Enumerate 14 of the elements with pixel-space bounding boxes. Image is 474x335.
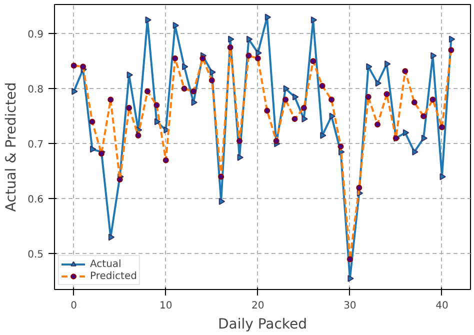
x-axis-title: Daily Packed [218,316,308,332]
legend-label: Predicted [90,270,137,282]
y-tick-label: 0.5 [28,250,44,261]
x-tick-label: 40 [436,300,448,312]
x-tick-label: 20 [252,300,264,312]
y-tick-label: 0.9 [28,30,44,41]
y-tick-label: 0.7 [28,140,44,151]
x-tick-label: 10 [160,300,172,312]
y-axis-title: Actual & Predicted [4,82,20,212]
y-tick-label: 0.8 [28,84,44,96]
x-tick-label: 30 [344,300,356,312]
x-tick-label: 0 [70,300,78,312]
y-tick-label: 0.6 [28,194,44,206]
legend-label: Actual [90,258,122,270]
